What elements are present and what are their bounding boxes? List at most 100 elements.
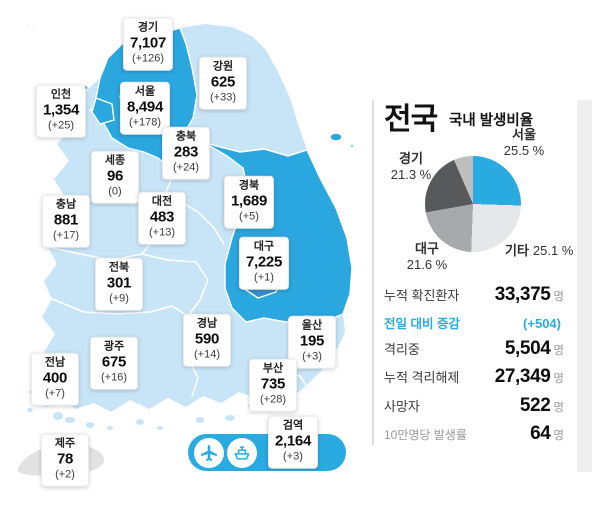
map-artifact-dots: .. — [27, 19, 39, 29]
region-value: 8,494 — [126, 98, 164, 116]
region-name: 전북 — [108, 261, 130, 274]
ship-icon — [227, 437, 257, 468]
stat-value-wrap: 64 명 — [530, 423, 564, 445]
stat-unit: 명 — [553, 344, 564, 357]
pie-label-seoul: 서울 25.5 % — [503, 127, 545, 159]
region-name: 서울 — [134, 85, 156, 98]
stat-value: 33,375 — [494, 284, 551, 305]
region-value: 7,107 — [129, 34, 167, 52]
stat-row: 누적 격리해제 27,349 명 — [384, 366, 564, 387]
region-value: 2,164 — [274, 432, 312, 450]
stat-label: 전일 대비 증감 — [384, 316, 460, 331]
region-card-jeonbuk: 전북 301 (+9) — [95, 257, 143, 311]
region-card-gangwon: 강원 625 (+33) — [199, 56, 247, 110]
region-name: 세종 — [104, 154, 126, 167]
stat-value: (+504) — [523, 315, 561, 331]
region-value: 283 — [173, 143, 199, 161]
stat-label: 누적 격리해제 — [384, 370, 460, 385]
region-value: 301 — [106, 274, 132, 292]
region-card-incheon: 인천 1,354 (+25) — [35, 84, 87, 138]
scrollbar-track[interactable] — [577, 100, 592, 472]
stat-value: 522 — [519, 394, 551, 416]
region-name: 제주 — [54, 437, 76, 450]
region-card-jeonnam: 전남 400 (+7) — [31, 352, 79, 406]
region-card-chungnam: 충남 881 (+17) — [42, 194, 90, 248]
page-title: 전국 — [384, 103, 438, 136]
region-name: 경북 — [238, 179, 260, 192]
stat-value-wrap: (+504) — [523, 315, 564, 333]
region-delta: (+1) — [254, 271, 274, 284]
region-name: 울산 — [301, 319, 323, 332]
stat-label: 누적 확진환자 — [384, 288, 460, 303]
region-value: 96 — [106, 167, 124, 185]
region-delta: (+13) — [149, 226, 175, 239]
region-card-seoul: 서울 8,494 (+178) — [119, 81, 171, 135]
region-name: 경기 — [137, 21, 159, 34]
region-delta: (+3) — [283, 450, 303, 463]
stat-row: 사망자 522 명 — [384, 395, 564, 417]
region-card-gwangju: 광주 675 (+16) — [90, 336, 138, 390]
stat-value: 5,504 — [504, 337, 551, 359]
region-name: 부산 — [262, 362, 284, 375]
region-incheon-shape — [91, 97, 115, 125]
quarantine-badge — [188, 434, 346, 471]
region-name: 전남 — [44, 356, 66, 369]
stat-label: 10만명당 발생률 — [384, 428, 467, 442]
stat-value-wrap: 522 명 — [520, 395, 564, 417]
region-value: 625 — [210, 73, 236, 91]
stat-label: 사망자 — [384, 398, 420, 414]
region-delta: (+5) — [239, 210, 259, 223]
stat-unit: 명 — [553, 291, 564, 303]
region-value: 7,225 — [245, 253, 283, 271]
region-delta: (+16) — [101, 371, 127, 384]
pie-chart-title: 국내 발생비율 — [449, 113, 534, 129]
region-card-gyeongnam: 경남 590 (+14) — [183, 313, 231, 367]
region-value: 483 — [149, 208, 175, 226]
region-delta: (+28) — [260, 393, 286, 406]
region-name: 인천 — [50, 88, 72, 101]
region-card-busan: 부산 735 (+28) — [249, 358, 297, 412]
region-delta: (+25) — [47, 119, 74, 132]
region-name: 대구 — [253, 240, 275, 253]
stat-label: 격리중 — [384, 341, 420, 357]
stat-unit: 명 — [553, 373, 564, 385]
stat-unit: 명 — [553, 430, 564, 442]
region-delta: (+126) — [131, 52, 165, 65]
region-value: 881 — [53, 211, 79, 229]
region-delta: (+7) — [45, 387, 65, 400]
region-card-gyeongbuk: 경북 1,689 (+5) — [223, 175, 275, 229]
region-name: 경남 — [196, 317, 218, 330]
region-name: 충북 — [175, 130, 197, 143]
region-delta: (+24) — [173, 161, 199, 174]
stat-row: 10만명당 발생률 64 명 — [384, 423, 564, 445]
stat-unit: 명 — [553, 401, 564, 414]
region-value: 590 — [194, 330, 220, 348]
region-value: 400 — [42, 369, 68, 387]
region-delta: (0) — [108, 185, 122, 198]
region-card-daejeon: 대전 483 (+13) — [138, 191, 186, 245]
panel-divider — [372, 100, 374, 445]
stat-value-wrap: 5,504 명 — [505, 338, 564, 360]
region-value: 735 — [260, 375, 286, 393]
pie-label-etc: 기타 25.1 % — [505, 243, 574, 258]
stat-row: 누적 확진환자 33,375 명 — [384, 284, 564, 305]
region-delta: (+14) — [194, 348, 220, 361]
region-delta: (+17) — [53, 229, 79, 242]
region-card-gyeonggi: 경기 7,107 (+126) — [122, 17, 174, 71]
region-delta: (+9) — [109, 292, 129, 305]
airplane-icon — [194, 437, 224, 468]
region-value: 1,354 — [42, 101, 80, 119]
region-value: 1,689 — [230, 192, 268, 210]
stat-row: 격리중 5,504 명 — [384, 338, 564, 360]
stat-value: 27,349 — [494, 366, 551, 387]
region-value: 675 — [101, 353, 127, 371]
region-name: 광주 — [103, 340, 125, 353]
pie-label-gyeonggi: 경기 21.3 % — [390, 151, 432, 183]
region-value: 195 — [299, 332, 325, 350]
domestic-ratio-pie-chart — [425, 156, 521, 252]
region-name: 강원 — [212, 60, 234, 73]
region-card-daegu: 대구 7,225 (+1) — [238, 236, 290, 290]
region-name: 대전 — [151, 195, 173, 208]
region-name: 충남 — [55, 198, 77, 211]
